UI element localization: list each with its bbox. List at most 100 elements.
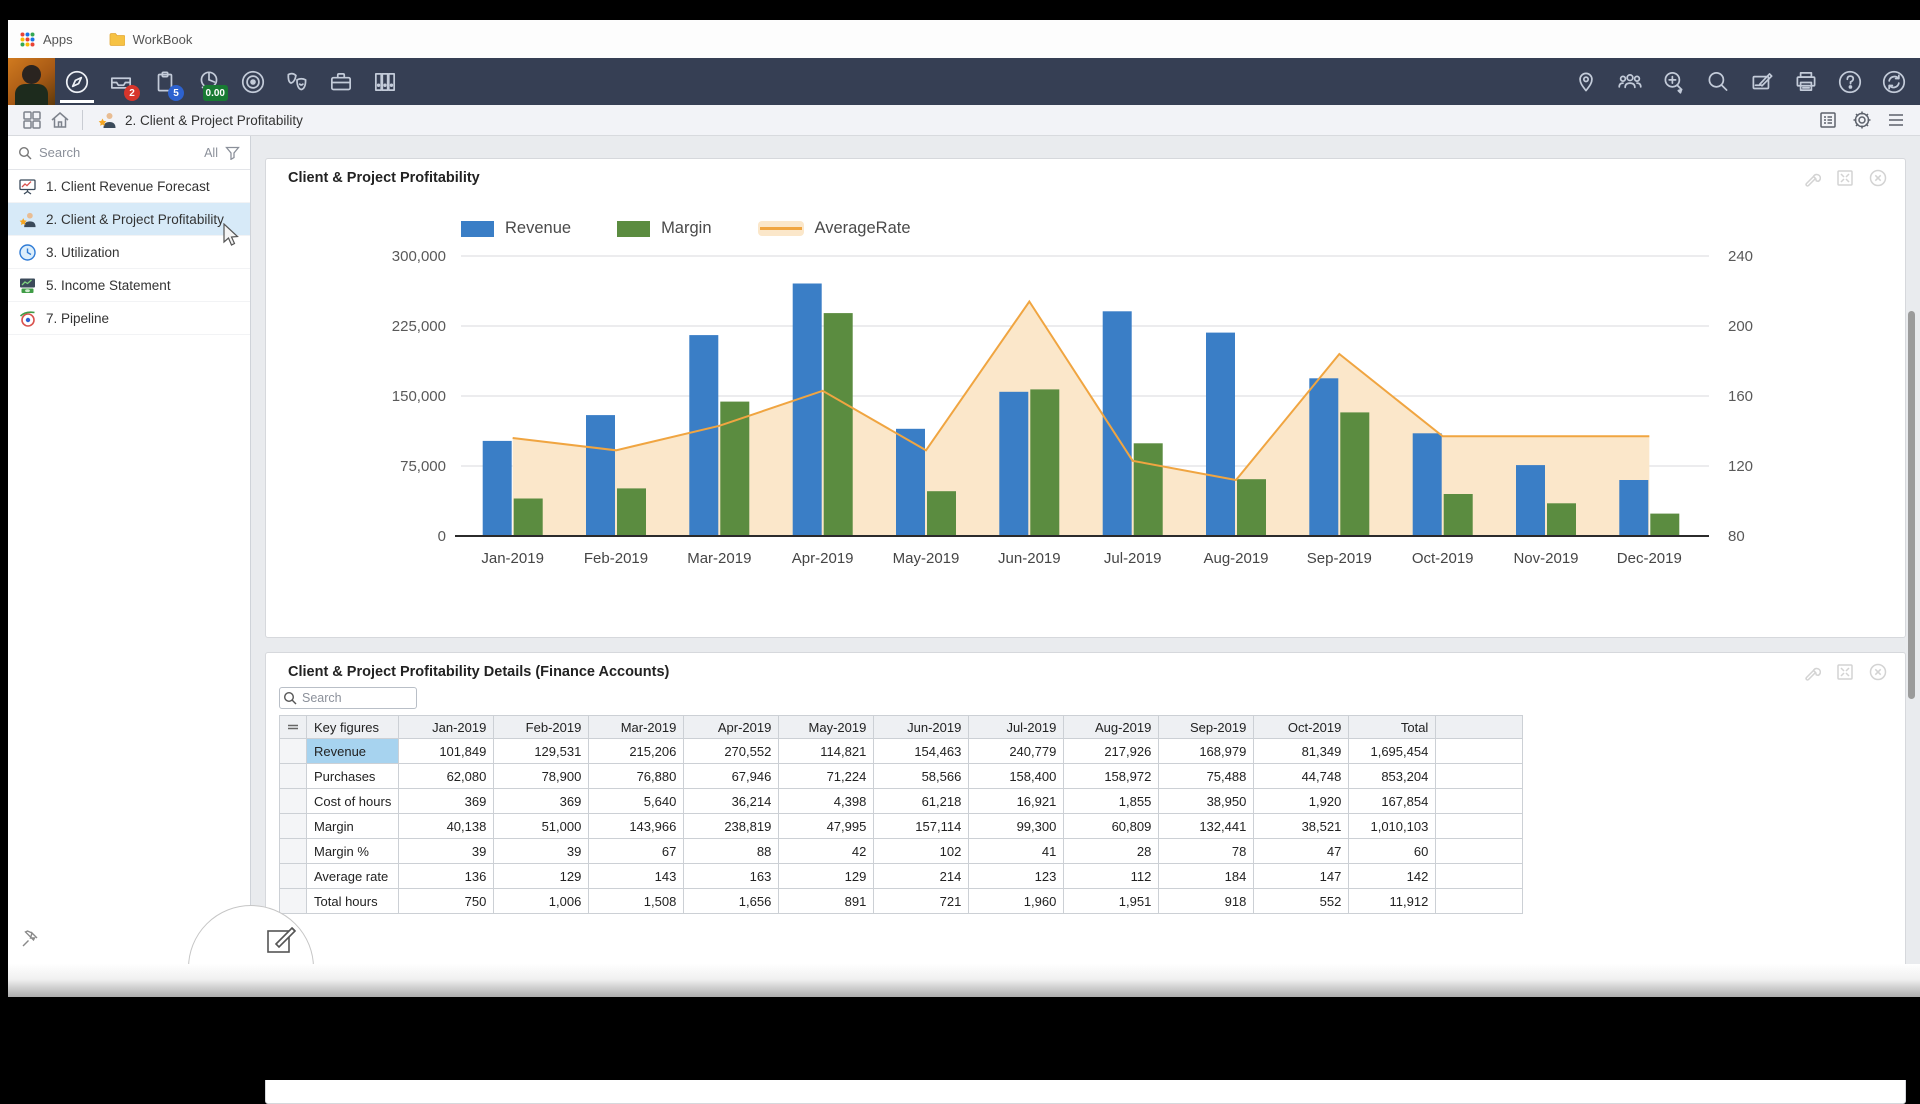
gear-icon[interactable]	[1848, 108, 1876, 132]
wrench-icon[interactable]	[1803, 169, 1821, 187]
drag-handle-icon[interactable]	[280, 716, 307, 739]
sidebar-item-pipeline[interactable]: 7. Pipeline	[8, 302, 250, 335]
compose-icon[interactable]	[1740, 58, 1784, 105]
table-cell[interactable]: 102	[874, 839, 969, 864]
column-header-total[interactable]: Total	[1349, 716, 1436, 739]
table-cell[interactable]: 1,508	[589, 889, 684, 914]
expand-icon[interactable]	[1836, 169, 1854, 187]
table-cell[interactable]: 891	[779, 889, 874, 914]
workbook-bookmark[interactable]: WorkBook	[109, 32, 193, 47]
row-handle[interactable]	[280, 864, 307, 889]
sidebar-item-income-statement[interactable]: 5. Income Statement	[8, 269, 250, 302]
table-cell[interactable]: 88	[684, 839, 779, 864]
row-handle[interactable]	[280, 814, 307, 839]
table-cell[interactable]: 154,463	[874, 739, 969, 764]
sidebar-search-input[interactable]	[39, 145, 197, 160]
row-label[interactable]: Margin	[307, 814, 399, 839]
column-header-feb-2019[interactable]: Feb-2019	[494, 716, 589, 739]
column-header-jul-2019[interactable]: Jul-2019	[969, 716, 1064, 739]
column-header-jun-2019[interactable]: Jun-2019	[874, 716, 969, 739]
row-handle[interactable]	[280, 889, 307, 914]
column-header-jan-2019[interactable]: Jan-2019	[399, 716, 494, 739]
table-cell[interactable]: 112	[1064, 864, 1159, 889]
table-cell[interactable]: 76,880	[589, 764, 684, 789]
sidebar-item-client-project-profitability[interactable]: 2. Client & Project Profitability	[8, 203, 250, 236]
table-cell[interactable]: 238,819	[684, 814, 779, 839]
menu-icon[interactable]	[1882, 108, 1910, 132]
table-cell[interactable]: 552	[1254, 889, 1349, 914]
table-cell[interactable]: 16,921	[969, 789, 1064, 814]
table-cell[interactable]: 1,006	[494, 889, 589, 914]
table-cell[interactable]: 81,349	[1254, 739, 1349, 764]
row-label[interactable]: Total hours	[307, 889, 399, 914]
table-cell[interactable]: 123	[969, 864, 1064, 889]
sync-icon[interactable]	[1872, 58, 1916, 105]
table-cell[interactable]: 129,531	[494, 739, 589, 764]
table-cell[interactable]: 47,995	[779, 814, 874, 839]
table-cell[interactable]: 39	[494, 839, 589, 864]
table-cell[interactable]: 99,300	[969, 814, 1064, 839]
table-cell[interactable]: 28	[1064, 839, 1159, 864]
column-header-mar-2019[interactable]: Mar-2019	[589, 716, 684, 739]
table-cell[interactable]: 157,114	[874, 814, 969, 839]
table-cell[interactable]: 41	[969, 839, 1064, 864]
table-cell[interactable]: 721	[874, 889, 969, 914]
table-cell[interactable]: 78,900	[494, 764, 589, 789]
briefcase-icon[interactable]	[319, 58, 363, 105]
table-cell[interactable]: 129	[779, 864, 874, 889]
table-cell[interactable]: 143	[589, 864, 684, 889]
target-icon[interactable]	[231, 58, 275, 105]
table-cell[interactable]: 168,979	[1159, 739, 1254, 764]
table-cell[interactable]: 132,441	[1159, 814, 1254, 839]
row-handle[interactable]	[280, 739, 307, 764]
inbox-icon[interactable]: 2	[99, 58, 143, 105]
table-cell[interactable]: 918	[1159, 889, 1254, 914]
table-cell[interactable]: 1,695,454	[1349, 739, 1436, 764]
column-header-key-figures[interactable]: Key figures	[307, 716, 399, 739]
table-cell[interactable]: 1,960	[969, 889, 1064, 914]
table-cell[interactable]: 78	[1159, 839, 1254, 864]
close-icon[interactable]	[1869, 663, 1887, 681]
time-tracker-icon[interactable]: 0.00	[187, 58, 231, 105]
table-cell[interactable]: 38,521	[1254, 814, 1349, 839]
table-cell[interactable]: 750	[399, 889, 494, 914]
table-cell[interactable]: 42	[779, 839, 874, 864]
pin-icon[interactable]	[20, 929, 40, 949]
sidebar-item-utilization[interactable]: 3. Utilization	[8, 236, 250, 269]
table-cell[interactable]: 62,080	[399, 764, 494, 789]
row-handle[interactable]	[280, 764, 307, 789]
column-header-oct-2019[interactable]: Oct-2019	[1254, 716, 1349, 739]
table-cell[interactable]: 36,214	[684, 789, 779, 814]
legend-revenue[interactable]: Revenue	[461, 219, 571, 238]
clipboard-icon[interactable]: 5	[143, 58, 187, 105]
table-cell[interactable]: 240,779	[969, 739, 1064, 764]
table-cell[interactable]: 1,656	[684, 889, 779, 914]
table-cell[interactable]: 129	[494, 864, 589, 889]
row-handle[interactable]	[280, 839, 307, 864]
employees-icon[interactable]	[1608, 58, 1652, 105]
row-handle[interactable]	[280, 789, 307, 814]
compass-icon[interactable]	[55, 58, 99, 105]
table-cell[interactable]: 67,946	[684, 764, 779, 789]
table-cell[interactable]: 47	[1254, 839, 1349, 864]
table-cell[interactable]: 60,809	[1064, 814, 1159, 839]
archive-icon[interactable]	[363, 58, 407, 105]
table-cell[interactable]: 369	[399, 789, 494, 814]
row-label[interactable]: Revenue	[307, 739, 399, 764]
table-cell[interactable]: 143,966	[589, 814, 684, 839]
table-cell[interactable]: 158,972	[1064, 764, 1159, 789]
legend-margin[interactable]: Margin	[617, 219, 711, 238]
table-cell[interactable]: 158,400	[969, 764, 1064, 789]
table-cell[interactable]: 147	[1254, 864, 1349, 889]
table-cell[interactable]: 853,204	[1349, 764, 1436, 789]
table-cell[interactable]: 1,920	[1254, 789, 1349, 814]
table-cell[interactable]: 214	[874, 864, 969, 889]
table-cell[interactable]: 11,912	[1349, 889, 1436, 914]
table-cell[interactable]: 71,224	[779, 764, 874, 789]
help-icon[interactable]	[1828, 58, 1872, 105]
table-cell[interactable]: 217,926	[1064, 739, 1159, 764]
row-label[interactable]: Average rate	[307, 864, 399, 889]
table-cell[interactable]: 44,748	[1254, 764, 1349, 789]
table-cell[interactable]: 40,138	[399, 814, 494, 839]
user-avatar[interactable]	[8, 58, 55, 105]
